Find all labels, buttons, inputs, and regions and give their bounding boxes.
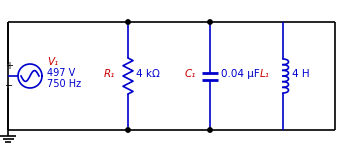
Text: 497 V: 497 V [47, 68, 75, 78]
Text: 750 Hz: 750 Hz [47, 79, 81, 89]
Text: 0.04 μF: 0.04 μF [221, 69, 260, 79]
Text: +: + [5, 61, 13, 71]
Circle shape [208, 128, 212, 132]
Circle shape [126, 128, 130, 132]
Text: L₁: L₁ [260, 69, 270, 79]
Text: 4 kΩ: 4 kΩ [136, 69, 160, 79]
Text: −: − [5, 81, 13, 91]
Text: C₁: C₁ [185, 69, 196, 79]
Circle shape [126, 20, 130, 24]
Text: 4 H: 4 H [292, 69, 309, 79]
Circle shape [208, 20, 212, 24]
Text: R₁: R₁ [104, 69, 115, 79]
Text: V₁: V₁ [47, 57, 58, 67]
